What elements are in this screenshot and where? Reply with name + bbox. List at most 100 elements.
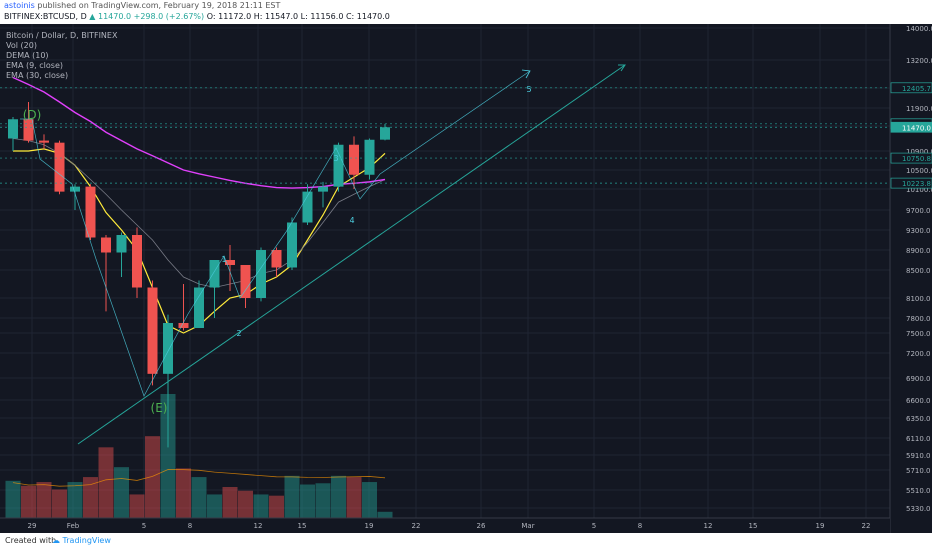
volume-bar <box>315 483 331 518</box>
candle-body <box>23 119 34 141</box>
arrow-icon <box>521 69 531 79</box>
last-price: 11470.0 <box>98 12 132 21</box>
candle-body <box>287 222 297 268</box>
time-axis[interactable]: 29 Feb 5 8 12 15 19 22 26 Mar 5 8 12 15 19 22 <box>0 517 890 533</box>
candle <box>318 181 328 208</box>
candle <box>333 142 344 192</box>
price-change: +298.0 (+2.67%) <box>133 12 205 21</box>
time-tick-label: 8 <box>638 522 642 530</box>
volume-bar <box>98 447 114 518</box>
volume-bar <box>238 490 253 518</box>
indicator-line-2 <box>12 138 386 288</box>
price-label-box <box>890 152 932 164</box>
time-tick-label: 26 <box>477 522 486 530</box>
candle <box>256 247 266 302</box>
candle-body <box>8 119 18 139</box>
price-tick-label: 8900.0 <box>906 247 931 255</box>
price-tick-label: 8100.0 <box>906 295 931 303</box>
volume-bar <box>362 482 377 518</box>
price-tick-label: 5330.0 <box>906 505 931 513</box>
time-tick-label: 12 <box>704 522 713 530</box>
price-label-text: 10750.8 <box>902 155 931 163</box>
candlesticks <box>8 102 390 448</box>
time-tick-label: 29 <box>28 522 37 530</box>
price-label-box <box>890 177 932 189</box>
candle <box>240 265 251 308</box>
price-tick-label: 6600.0 <box>906 397 931 405</box>
candle <box>132 227 142 298</box>
price-tick-label: 11900.0 <box>906 105 932 113</box>
time-tick-label: 5 <box>142 522 146 530</box>
wave-path <box>20 70 531 397</box>
candle-body <box>39 140 49 143</box>
candle <box>271 247 282 277</box>
price-tick-label: 5710.0 <box>906 467 931 475</box>
price-tick-label: 9300.0 <box>906 227 931 235</box>
price-tick-label: 10900.0 <box>906 148 932 156</box>
volume-bar <box>83 477 98 518</box>
price-tick-label: 10500.0 <box>906 167 932 175</box>
price-axis-bg <box>890 24 932 533</box>
price-tick-label: 7500.0 <box>906 330 931 338</box>
candle <box>380 123 390 141</box>
volume-bar <box>284 475 300 518</box>
time-tick-label: 8 <box>188 522 192 530</box>
volume-bar <box>160 394 176 518</box>
indicator-line-3 <box>12 76 386 189</box>
tradingview-logo-icon[interactable]: ☁ TradingView <box>52 536 111 545</box>
candle <box>225 245 235 291</box>
candle-body <box>194 287 204 328</box>
volume-bar <box>331 475 346 518</box>
trendline <box>77 64 626 445</box>
ohlc-low: L: 11156.0 <box>300 12 344 21</box>
candle <box>163 314 173 448</box>
time-tick-label: 15 <box>298 522 307 530</box>
time-tick-label: 22 <box>862 522 871 530</box>
price-tick-label: 6350.0 <box>906 415 931 423</box>
candle-body <box>147 287 158 374</box>
publish-info: published on TradingView.com, February 1… <box>37 1 281 10</box>
symbol-line: BITFINEX:BTCUSD, D ▲ 11470.0 +298.0 (+2.… <box>4 12 390 21</box>
volume-bar <box>207 494 222 518</box>
candle <box>302 184 313 225</box>
price-label-text: 11470.0 <box>902 124 931 132</box>
candle <box>349 136 359 189</box>
price-label-text: 12405.7 <box>902 85 931 93</box>
candle-body <box>163 323 173 374</box>
price-tick-label: 9700.0 <box>906 207 931 215</box>
chart-title: Bitcoin / Dollar, D, BITFINEX <box>6 31 118 40</box>
price-tick-label: 8500.0 <box>906 267 931 275</box>
candle-body <box>70 186 80 192</box>
author-link[interactable]: astoinis <box>4 1 35 10</box>
created-with-label: Created with <box>5 536 57 545</box>
price-tick-label: 7800.0 <box>906 315 931 323</box>
candle-body <box>349 144 359 175</box>
candle <box>364 138 375 180</box>
price-tick-label: 5510.0 <box>906 487 931 495</box>
time-tick-label: Mar <box>521 522 534 530</box>
time-axis-bg <box>0 518 890 533</box>
legend-ema30: EMA (30, close) <box>6 71 68 80</box>
volume-bar <box>377 511 393 518</box>
candle <box>70 184 80 210</box>
candle-body <box>318 186 328 192</box>
ohlc-high: H: 11547.0 <box>253 12 299 21</box>
candle-body <box>271 250 282 268</box>
volume-bar <box>191 477 207 518</box>
candle-body <box>240 265 251 298</box>
time-tick-label: Feb <box>67 522 80 530</box>
volume-bar <box>129 494 145 518</box>
ohlc-open: O: 11172.0 <box>206 12 252 21</box>
price-tick-label: 5910.0 <box>906 452 931 460</box>
price-axis[interactable]: 14000.013200.012400.011900.011500.010900… <box>889 24 932 533</box>
price-label-box <box>890 82 932 94</box>
candle-body <box>302 191 313 223</box>
candle <box>85 184 96 240</box>
volume-bars <box>5 394 393 518</box>
wave-label: 5 <box>526 85 531 94</box>
arrow-icon <box>618 64 626 72</box>
wave-label: 1 <box>221 255 226 264</box>
candle <box>8 117 18 151</box>
